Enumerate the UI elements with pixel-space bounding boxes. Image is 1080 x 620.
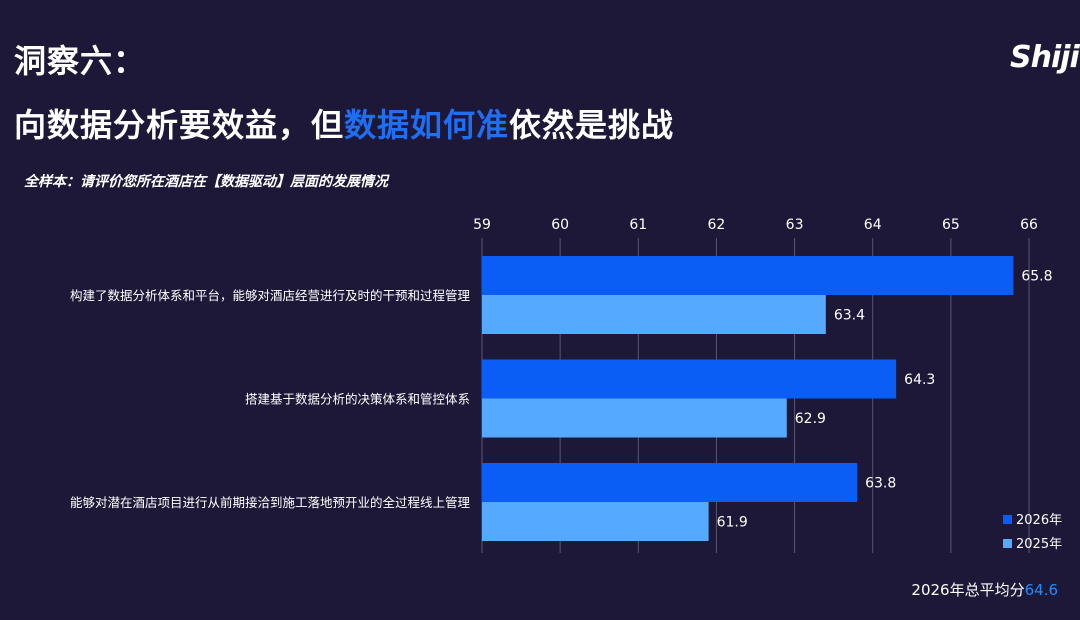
title-part-pre: 向数据分析要效益，但: [14, 106, 345, 144]
x-tick-label: 62: [708, 217, 726, 233]
bar: [482, 398, 787, 438]
bar: [482, 295, 826, 334]
average-score-label: 2026年总平均分: [911, 581, 1025, 599]
x-tick-label: 61: [629, 217, 647, 233]
x-tick-label: 66: [1020, 217, 1038, 233]
legend-swatch: [1003, 539, 1012, 548]
page-title: 向数据分析要效益，但数据如何准依然是挑战: [14, 100, 674, 146]
bar: [482, 463, 858, 502]
shiji-logo: Shiji: [1010, 40, 1080, 75]
x-tick-label: 59: [473, 217, 491, 233]
data-label: 64.3: [904, 372, 935, 388]
bar: [482, 256, 1014, 295]
legend-label: 2026年: [1016, 513, 1062, 528]
bar: [482, 502, 709, 541]
x-tick-label: 64: [864, 217, 882, 233]
title-highlight: 数据如何准: [344, 106, 510, 144]
category-label: 能够对潜在酒店项目进行从前期接洽到施工落地预开业的全过程线上管理: [70, 495, 471, 510]
data-label: 63.8: [865, 476, 896, 492]
data-label: 62.9: [795, 411, 826, 427]
chart-subtitle: 全样本：请评价您所在酒店在【数据驱动】层面的发展情况: [24, 174, 388, 190]
average-score-value: 64.6: [1024, 581, 1058, 599]
legend-swatch: [1003, 515, 1012, 524]
category-label: 构建了数据分析体系和平台，能够对酒店经营进行及时的干预和过程管理: [70, 288, 471, 303]
x-tick-label: 60: [551, 217, 569, 233]
category-label: 搭建基于数据分析的决策体系和管控体系: [245, 392, 470, 407]
bar: [482, 359, 897, 399]
x-tick-label: 63: [786, 217, 804, 233]
x-tick-label: 65: [942, 217, 960, 233]
legend-label: 2025年: [1016, 537, 1062, 552]
data-label: 63.4: [834, 308, 865, 324]
data-label: 61.9: [717, 515, 748, 531]
data-label: 65.8: [1021, 269, 1052, 285]
title-part-post: 依然是挑战: [509, 106, 675, 144]
insight-number-title: 洞察六：: [14, 42, 147, 80]
average-score: 2026年总平均分64.6: [911, 579, 1058, 600]
